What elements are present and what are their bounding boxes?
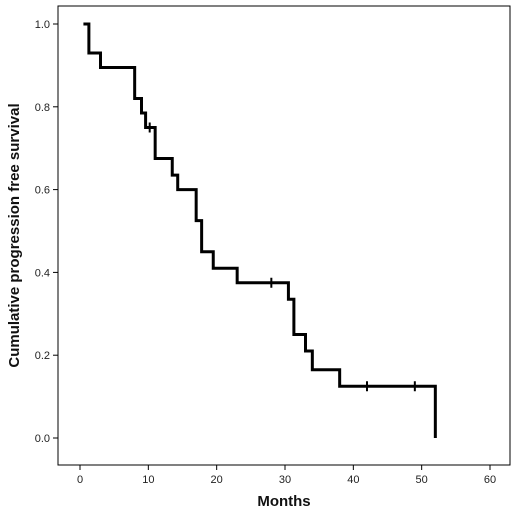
y-axis: 0.0 0.2 0.4 0.6 0.8 1.0 xyxy=(35,19,58,445)
x-tick-label: 30 xyxy=(279,474,291,486)
x-tick-label: 40 xyxy=(347,474,359,486)
x-tick-label: 50 xyxy=(416,474,428,486)
x-tick-label: 10 xyxy=(142,474,154,486)
plot-area xyxy=(57,5,511,466)
survival-series xyxy=(83,22,437,438)
survival-curve xyxy=(83,22,437,438)
y-tick-label: 0.6 xyxy=(35,185,50,197)
x-axis: 0 10 20 30 40 50 60 xyxy=(77,465,496,486)
plot-border xyxy=(57,5,511,466)
x-tick-label: 60 xyxy=(484,474,496,486)
y-tick-label: 0.4 xyxy=(35,267,50,279)
x-tick-label: 0 xyxy=(77,474,83,486)
x-tick-label: 20 xyxy=(211,474,223,486)
y-tick-label: 0.0 xyxy=(35,433,50,445)
y-tick-label: 0.8 xyxy=(35,102,50,114)
y-tick-label: 0.2 xyxy=(35,350,50,362)
x-axis-title: Months xyxy=(257,493,310,510)
y-tick-label: 1.0 xyxy=(35,19,50,31)
y-axis-title: Cumulative progression free survival xyxy=(6,103,23,367)
